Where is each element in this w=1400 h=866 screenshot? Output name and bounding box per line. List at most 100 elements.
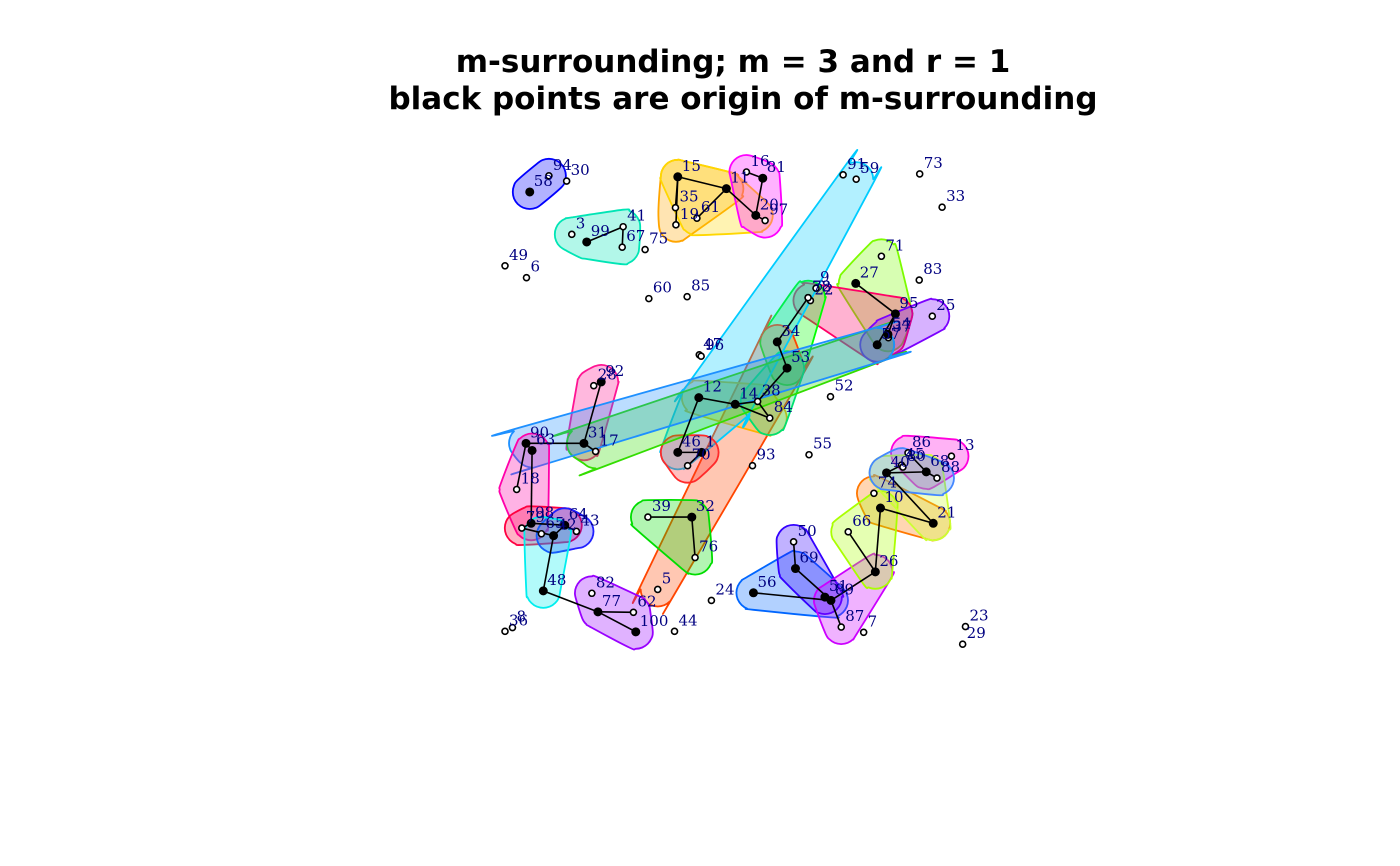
point-3 (567, 230, 576, 239)
point-label-64: 64 (569, 505, 588, 523)
point-19 (672, 221, 680, 229)
point-label-33: 33 (946, 187, 965, 205)
point-label-45: 45 (905, 445, 924, 463)
origin-point-99 (582, 237, 592, 247)
origin-point-46 (673, 447, 683, 457)
point-label-71: 71 (885, 236, 904, 254)
point-label-77: 77 (602, 592, 621, 610)
point-76 (691, 553, 699, 562)
point-label-16: 16 (750, 152, 769, 170)
origin-point-21 (928, 518, 938, 528)
edge-32-76 (691, 517, 696, 558)
origin-point-53 (782, 363, 792, 373)
point-9 (812, 284, 820, 292)
point-label-9: 9 (820, 268, 830, 286)
point-label-80: 80 (907, 447, 926, 465)
point-43 (572, 527, 581, 536)
edge-15-19 (675, 176, 679, 225)
surrounding-hull-56 (735, 549, 849, 619)
chart-title-line-1: m-surrounding; m = 3 and r = 1 (456, 44, 1011, 80)
point-label-40: 40 (891, 453, 910, 471)
edge-10-21 (880, 507, 934, 525)
point-78 (804, 293, 812, 302)
surrounding-hull-54 (859, 297, 951, 364)
point-label-63: 63 (536, 430, 555, 448)
origin-point-40 (882, 468, 892, 478)
point-73 (915, 170, 924, 178)
edge-56-89 (753, 591, 832, 602)
point-33 (938, 203, 946, 212)
origin-point-10 (875, 503, 885, 513)
origin-point-64 (560, 520, 570, 530)
point-75 (641, 245, 649, 254)
surrounding-hull-26 (830, 490, 899, 590)
edge-90-18 (515, 443, 527, 490)
point-label-28: 28 (598, 366, 617, 384)
point-79 (518, 524, 526, 532)
point-label-1: 1 (706, 432, 716, 450)
point-71 (877, 252, 886, 261)
point-label-36: 36 (509, 611, 528, 629)
point-label-70: 70 (692, 446, 711, 464)
point-52 (826, 392, 835, 401)
point-label-72: 72 (812, 278, 831, 296)
edge-48-77 (543, 590, 599, 613)
point-49 (501, 261, 509, 270)
point-label-88: 88 (941, 458, 960, 476)
point-87 (837, 623, 846, 631)
edge-98-64 (531, 522, 565, 526)
point-label-42: 42 (558, 516, 577, 534)
point-label-13: 13 (955, 436, 974, 454)
point-55 (805, 450, 813, 459)
point-label-34: 34 (781, 322, 800, 340)
point-97 (761, 216, 769, 225)
point-label-3: 3 (576, 214, 586, 232)
point-66 (844, 528, 853, 536)
edge-89-87 (830, 600, 842, 628)
point-30 (562, 177, 571, 185)
point-82 (588, 589, 596, 598)
point-83 (915, 276, 924, 284)
origin-point-77 (593, 607, 603, 617)
origin-point-58 (525, 187, 535, 197)
origin-point-56 (748, 588, 758, 598)
origin-point-89 (826, 595, 836, 605)
origin-point-11 (721, 184, 731, 194)
edge-95-57 (876, 313, 897, 346)
point-label-17: 17 (600, 431, 619, 449)
edge-34-72 (776, 297, 809, 343)
point-label-61: 61 (701, 198, 720, 216)
point-label-68: 68 (930, 452, 949, 470)
point-label-52: 52 (834, 377, 853, 395)
edge-40-68 (886, 471, 927, 474)
surrounding-hull-58 (511, 157, 567, 210)
point-60 (645, 294, 653, 303)
point-41 (619, 222, 627, 231)
point-85 (683, 292, 691, 301)
origin-point-27 (851, 278, 861, 288)
point-label-94: 94 (553, 156, 572, 174)
edge-11-20 (725, 188, 757, 216)
point-5 (653, 585, 662, 594)
point-label-23: 23 (969, 607, 988, 625)
edge-26-10 (874, 507, 882, 572)
edge-89-26 (830, 571, 876, 602)
surrounding-hull-1 (659, 434, 720, 484)
edge-21-40 (885, 472, 934, 524)
point-94 (545, 172, 553, 180)
point-label-76: 76 (699, 538, 718, 556)
point-label-41: 41 (627, 207, 646, 225)
point-86 (904, 449, 912, 457)
origin-point-95 (890, 309, 900, 319)
point-label-100: 100 (640, 612, 669, 630)
point-label-37: 37 (892, 318, 911, 336)
point-label-73: 73 (924, 154, 943, 172)
point-label-90: 90 (530, 423, 549, 441)
origin-point-100 (631, 627, 641, 637)
surrounding-hull-64 (535, 507, 595, 554)
point-59 (852, 175, 860, 183)
point-label-79: 79 (526, 508, 545, 526)
chart-title-line-2: black points are origin of m-surrounding (388, 81, 1097, 117)
origin-point-34 (772, 337, 782, 347)
